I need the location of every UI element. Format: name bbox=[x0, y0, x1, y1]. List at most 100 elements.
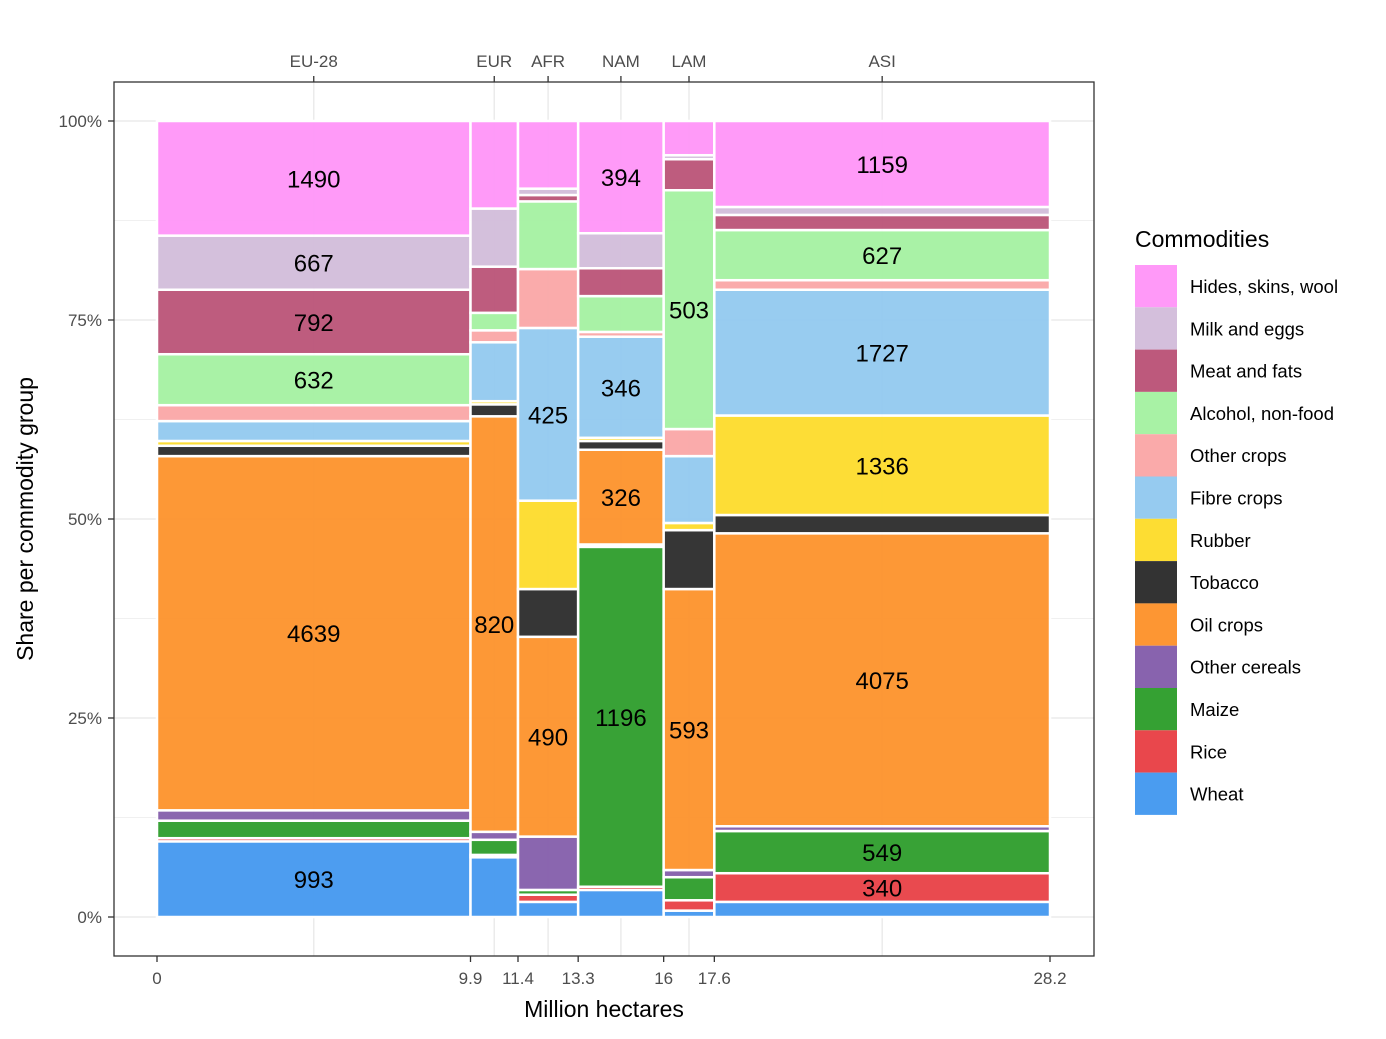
segment-eu-28-other-cereals bbox=[155, 809, 472, 822]
segment-nam-fibre-crops bbox=[576, 335, 665, 440]
x-tick-label: 9.9 bbox=[459, 969, 483, 988]
legend-label: Maize bbox=[1190, 699, 1239, 720]
legend-label: Rice bbox=[1190, 741, 1227, 762]
segment-value-label: 340 bbox=[862, 876, 902, 903]
segment-value-label: 993 bbox=[294, 867, 334, 894]
segment-afr-other-cereals bbox=[516, 835, 580, 892]
legend-swatch bbox=[1135, 476, 1177, 519]
region-label: LAM bbox=[672, 52, 707, 71]
y-tick-label: 50% bbox=[68, 510, 102, 529]
segment-afr-wheat bbox=[516, 900, 580, 919]
segment-value-label: 4075 bbox=[855, 668, 908, 695]
segment-value-label: 4639 bbox=[287, 621, 340, 648]
segment-afr-oil-crops bbox=[516, 635, 580, 838]
segment-lam-meat-and-fats bbox=[662, 157, 716, 192]
segment-eur-tobacco bbox=[469, 403, 520, 418]
x-tick-label: 16 bbox=[654, 969, 673, 988]
segment-value-label: 503 bbox=[669, 298, 709, 325]
segment-value-label: 425 bbox=[528, 402, 568, 429]
segment-eu-28-oil-crops bbox=[155, 454, 472, 812]
segment-value-label: 549 bbox=[862, 840, 902, 867]
legend-swatch bbox=[1135, 265, 1177, 308]
legend-swatch bbox=[1135, 561, 1177, 604]
region-label: NAM bbox=[602, 52, 640, 71]
segment-lam-rice bbox=[662, 899, 716, 912]
segment-value-label: 1159 bbox=[856, 152, 908, 179]
x-tick-label: 11.4 bbox=[502, 969, 534, 988]
legend-swatch bbox=[1135, 434, 1177, 477]
x-axis: 0 9.9 11.4 13.3 16 17.6 28.2 bbox=[152, 956, 1067, 988]
segment-eur-maize bbox=[469, 838, 520, 857]
segment-asi-oil-crops bbox=[713, 532, 1052, 828]
segment-lam-maize bbox=[662, 875, 716, 902]
segment-asi-wheat bbox=[713, 900, 1052, 919]
top-axis: EU-28 EUR AFR NAM LAM ASI bbox=[290, 52, 896, 82]
legend-label: Milk and eggs bbox=[1190, 318, 1304, 339]
segment-eur-meat-and-fats bbox=[469, 265, 520, 315]
segment-value-label: 1336 bbox=[855, 453, 908, 480]
legend-swatch bbox=[1135, 772, 1177, 815]
segment-nam-tobacco bbox=[576, 439, 665, 451]
legend-label: Wheat bbox=[1190, 784, 1243, 805]
segment-afr-alcohol-non-food bbox=[516, 200, 580, 271]
segment-eur-fibre-crops bbox=[469, 341, 520, 403]
segment-value-label: 820 bbox=[474, 612, 514, 639]
y-tick-label: 25% bbox=[68, 709, 102, 728]
y-axis-title: Share per commodity group bbox=[12, 377, 38, 661]
legend: Commodities Hides, skins, wool Milk and e… bbox=[1135, 226, 1338, 815]
segment-eur-other-crops bbox=[469, 329, 520, 344]
legend-swatch bbox=[1135, 518, 1177, 562]
segment-eu-28-hides-skins-wool bbox=[155, 119, 472, 237]
y-axis: 0% 25% 50% 75% 100% bbox=[59, 112, 114, 927]
segment-value-label: 1727 bbox=[855, 341, 908, 368]
segment-asi-hides-skins-wool bbox=[713, 119, 1052, 209]
legend-label: Alcohol, non-food bbox=[1190, 403, 1334, 424]
segment-value-label: 667 bbox=[294, 251, 334, 278]
y-tick-label: 0% bbox=[77, 908, 102, 927]
segment-lam-hides-skins-wool bbox=[662, 119, 716, 157]
legend-swatch bbox=[1135, 391, 1177, 435]
segment-afr-rubber bbox=[516, 499, 580, 591]
segment-eur-oil-crops bbox=[469, 415, 520, 834]
region-label: ASI bbox=[868, 52, 895, 71]
segment-nam-milk-and-eggs bbox=[576, 231, 665, 270]
segment-eu-28-fibre-crops bbox=[155, 419, 472, 443]
segment-nam-maize bbox=[576, 545, 665, 889]
legend-label: Oil crops bbox=[1190, 614, 1263, 635]
segment-lam-fibre-crops bbox=[662, 454, 716, 525]
segment-value-label: 593 bbox=[669, 718, 709, 745]
segment-eu-28-other-crops bbox=[155, 403, 472, 423]
x-tick-label: 13.3 bbox=[562, 969, 595, 988]
segment-eur-hides-skins-wool bbox=[469, 119, 520, 210]
segment-value-label: 1196 bbox=[595, 705, 647, 732]
segment-afr-tobacco bbox=[516, 587, 580, 639]
segment-eu-28-maize bbox=[155, 819, 472, 840]
segment-lam-other-crops bbox=[662, 427, 716, 458]
segment-lam-tobacco bbox=[662, 528, 716, 591]
segment-eur-wheat bbox=[469, 856, 520, 919]
region-label: AFR bbox=[531, 52, 565, 71]
segments bbox=[155, 119, 1052, 919]
legend-title: Commodities bbox=[1135, 226, 1269, 252]
segment-asi-meat-and-fats bbox=[713, 213, 1052, 232]
segment-nam-wheat bbox=[576, 888, 665, 919]
segment-labels: 993 4639 632 792 667 1490 820 490 425 1196 326 346 3… bbox=[287, 152, 909, 903]
segment-eu-28-milk-and-eggs bbox=[155, 234, 472, 292]
legend-swatch bbox=[1135, 307, 1177, 350]
legend-swatch bbox=[1135, 349, 1177, 392]
segment-value-label: 490 bbox=[528, 725, 568, 752]
legend-swatch bbox=[1135, 688, 1177, 731]
segment-afr-other-crops bbox=[516, 267, 580, 330]
segment-eu-28-tobacco bbox=[155, 444, 472, 458]
y-tick-label: 100% bbox=[59, 112, 102, 131]
segment-eur-alcohol-non-food bbox=[469, 311, 520, 332]
segment-nam-meat-and-fats bbox=[576, 267, 665, 298]
segment-value-label: 632 bbox=[294, 368, 334, 395]
y-tick-label: 75% bbox=[68, 311, 102, 330]
segment-nam-alcohol-non-food bbox=[576, 294, 665, 334]
x-tick-label: 0 bbox=[152, 969, 161, 988]
legend-label: Other cereals bbox=[1190, 657, 1301, 678]
segment-asi-other-crops bbox=[713, 278, 1052, 292]
segment-value-label: 326 bbox=[601, 485, 641, 512]
